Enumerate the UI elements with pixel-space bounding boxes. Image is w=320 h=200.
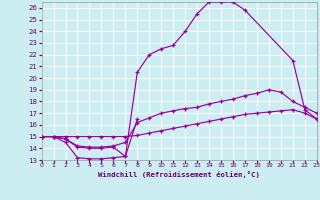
X-axis label: Windchill (Refroidissement éolien,°C): Windchill (Refroidissement éolien,°C): [98, 171, 260, 178]
